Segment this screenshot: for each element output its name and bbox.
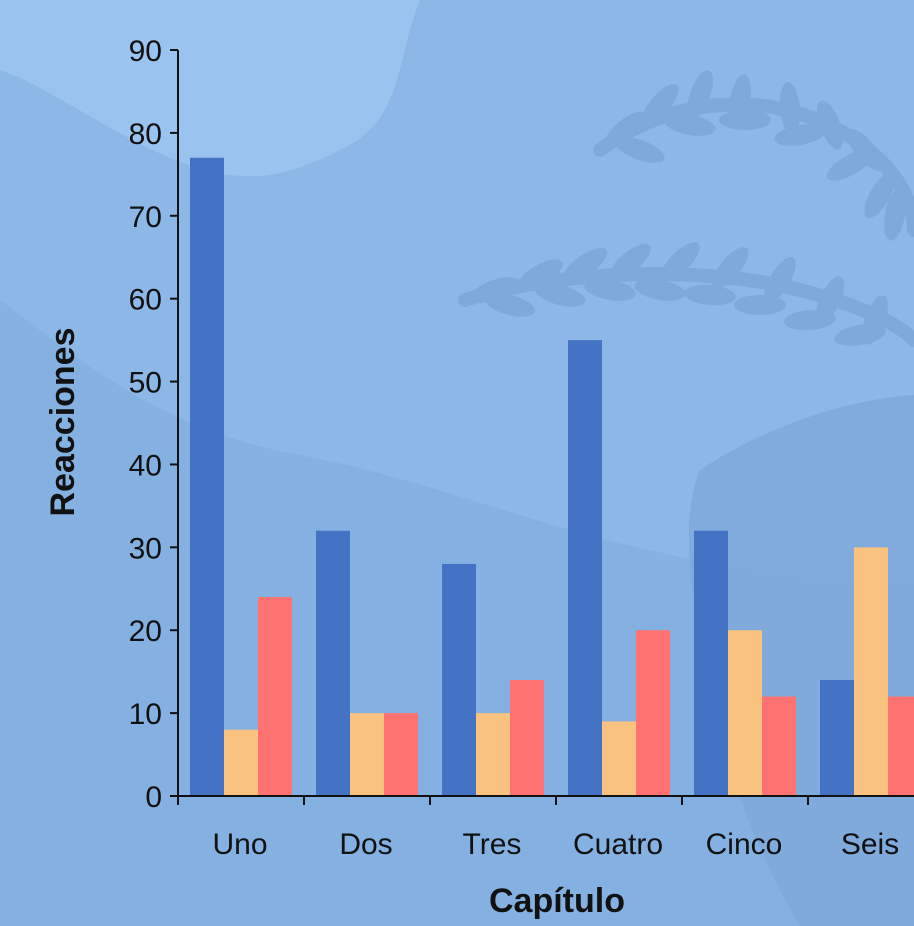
laurel-leaf [684,284,736,306]
bar-uno-series-2 [224,729,258,796]
laurel-leaf [719,110,771,130]
x-tick-label: Dos [339,828,392,861]
bar-seis-series-2 [854,547,888,796]
laurel-leaf [784,309,836,331]
axes-layer: 0 10 20 30 40 50 60 70 80 90 Uno Dos Tres Cuatro Cinco… [129,35,914,861]
y-tick-label: 0 [145,781,162,814]
bar-uno-series-3 [258,597,292,796]
laurel-leaf [604,111,646,149]
bar-dos-series-3 [384,713,418,796]
laurel-leaf [562,247,608,283]
bar-dos-series-2 [350,713,384,796]
bar-cuatro-series-2 [602,721,636,796]
laurel-leaf [817,100,843,150]
bar-seis-series-1 [820,679,854,796]
laurel-leaf [609,243,651,281]
laurel-leaf [516,259,564,291]
bar-cuatro-series-3 [636,630,670,796]
laurel-leaf [779,82,801,134]
bar-uno-series-1 [190,157,224,796]
bar-cinco-series-3 [762,696,796,796]
y-tick-label: 30 [129,532,162,565]
y-tick-label: 20 [129,615,162,648]
bar-cinco-series-1 [694,530,728,796]
laurel-leaf [834,324,886,346]
bar-tres-series-3 [510,679,544,796]
laurel-branch-lower [458,242,914,347]
laurel-leaf [734,295,786,315]
laurel-leaf [534,283,586,307]
bars-layer [190,157,914,796]
laurel-branch-icon [458,70,914,347]
laurel-leaf [711,247,749,289]
y-tick-label: 40 [129,449,162,482]
x-tick-label: Seis [841,828,899,861]
bar-cuatro-series-1 [568,340,602,796]
y-tick-label: 50 [129,367,162,400]
x-tick-label: Cuatro [573,828,663,861]
laurel-leaf [826,149,874,181]
bar-seis-series-3 [888,696,914,796]
x-tick-label: Uno [212,828,267,861]
laurel-leaf [641,84,679,126]
laurel-leaf [764,256,796,304]
laurel-leaf [484,293,536,317]
y-tick-label: 60 [129,284,162,317]
x-axis-title: Capítulo [489,882,625,920]
y-axis-title: Reacciones [44,328,82,517]
x-tick-label: Tres [463,828,522,861]
laurel-leaf [664,114,716,136]
y-tick-label: 70 [129,201,162,234]
bar-dos-series-1 [316,530,350,796]
y-tick-label: 10 [129,698,162,731]
bar-tres-series-1 [442,563,476,796]
bar-cinco-series-2 [728,630,762,796]
laurel-leaf [884,189,906,241]
laurel-leaf [615,137,665,163]
background-light-shape [0,0,420,177]
laurel-leaf [687,70,713,120]
laurel-leaf [660,242,700,282]
x-tick-label: Cinco [706,828,783,861]
laurel-leaf [864,171,896,219]
laurel-leaf [634,279,686,301]
laurel-branch-upper [593,70,914,241]
laurel-leaf [584,279,636,301]
bar-tres-series-2 [476,713,510,796]
y-tick-label: 80 [129,118,162,151]
y-tick-label: 90 [129,35,162,68]
laurel-leaf [774,124,826,146]
laurel-leaf [470,277,520,303]
